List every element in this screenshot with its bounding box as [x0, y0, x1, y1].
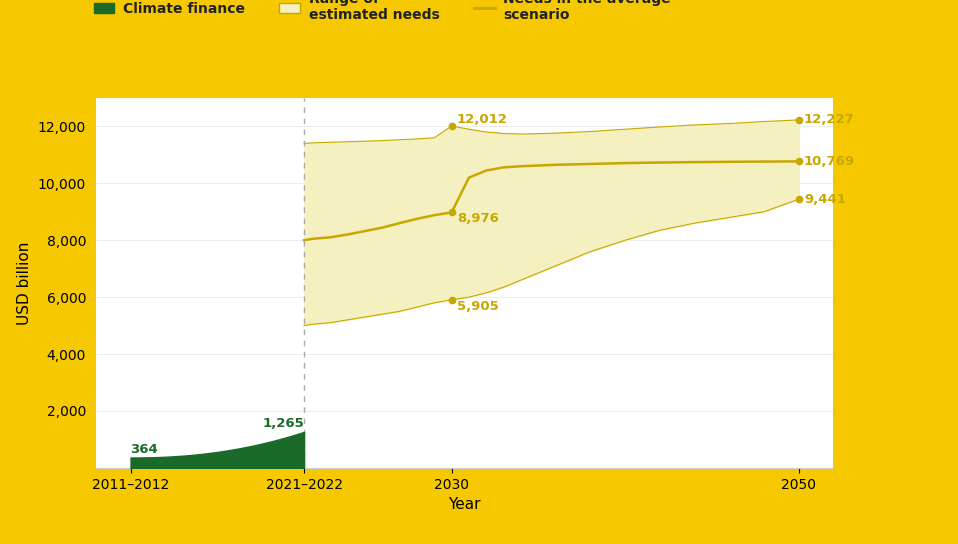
Text: 12,012: 12,012: [457, 113, 508, 126]
Text: 5,905: 5,905: [457, 300, 498, 313]
Text: 8,976: 8,976: [457, 212, 499, 225]
Y-axis label: USD billion: USD billion: [17, 241, 33, 325]
Text: 364: 364: [130, 443, 158, 456]
Text: 1,265: 1,265: [262, 417, 304, 430]
Text: 12,227: 12,227: [804, 113, 855, 126]
Text: 10,769: 10,769: [804, 155, 855, 168]
Text: 9,441: 9,441: [804, 193, 846, 206]
X-axis label: Year: Year: [448, 497, 481, 512]
Legend: Climate finance, Range of
estimated needs, Needs in the average
scenario: Climate finance, Range of estimated need…: [88, 0, 676, 28]
